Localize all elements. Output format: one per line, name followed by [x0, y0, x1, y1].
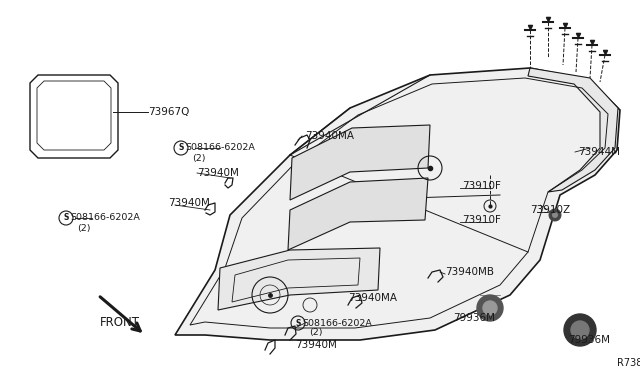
- Circle shape: [483, 301, 497, 315]
- Text: (2): (2): [309, 328, 323, 337]
- Polygon shape: [290, 125, 430, 200]
- Text: 73967Q: 73967Q: [148, 107, 189, 117]
- Text: S08166-6202A: S08166-6202A: [185, 144, 255, 153]
- Text: S: S: [295, 318, 301, 327]
- Text: 73910F: 73910F: [462, 181, 501, 191]
- Text: FRONT: FRONT: [100, 317, 140, 330]
- Text: 73940M: 73940M: [197, 168, 239, 178]
- Text: 73940MB: 73940MB: [445, 267, 494, 277]
- Circle shape: [571, 321, 589, 339]
- Circle shape: [564, 314, 596, 346]
- Text: 73910Z: 73910Z: [530, 205, 570, 215]
- Polygon shape: [175, 68, 620, 340]
- Circle shape: [552, 212, 558, 218]
- Polygon shape: [30, 75, 118, 158]
- Text: S08166-6202A: S08166-6202A: [302, 318, 372, 327]
- Text: S: S: [63, 214, 68, 222]
- Circle shape: [477, 295, 503, 321]
- Polygon shape: [528, 68, 618, 192]
- Text: S08166-6202A: S08166-6202A: [70, 214, 140, 222]
- Text: S: S: [179, 144, 184, 153]
- Polygon shape: [218, 248, 380, 310]
- Text: 79936M: 79936M: [453, 313, 495, 323]
- Text: 73940M: 73940M: [168, 198, 210, 208]
- Text: 73940M: 73940M: [295, 340, 337, 350]
- Text: 73910F: 73910F: [462, 215, 501, 225]
- Text: 73940MA: 73940MA: [348, 293, 397, 303]
- Text: 73940MA: 73940MA: [305, 131, 354, 141]
- Polygon shape: [288, 178, 428, 250]
- Text: (2): (2): [192, 154, 205, 163]
- Text: 73944M: 73944M: [578, 147, 620, 157]
- Text: (2): (2): [77, 224, 90, 232]
- Circle shape: [549, 209, 561, 221]
- Text: 79936M: 79936M: [568, 335, 610, 345]
- Text: R7380010: R7380010: [617, 358, 640, 368]
